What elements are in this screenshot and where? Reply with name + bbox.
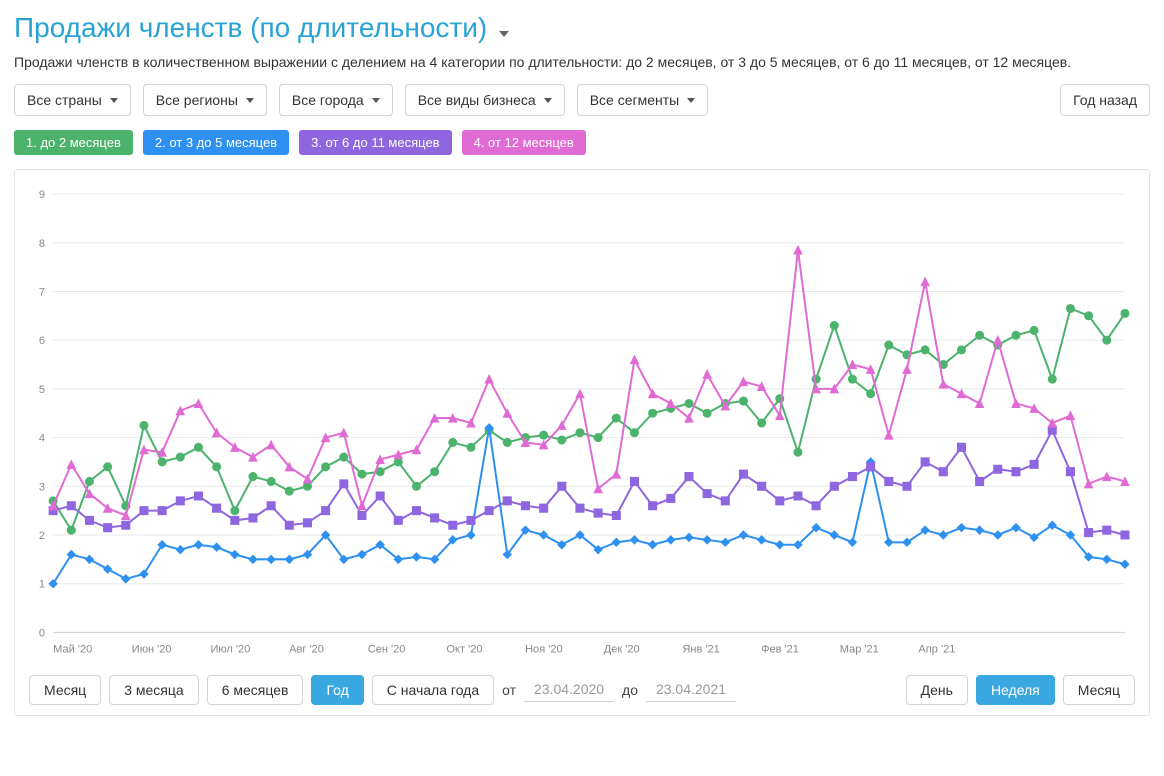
chevron-down-icon (372, 98, 380, 103)
svg-text:Июн '20: Июн '20 (132, 644, 172, 656)
to-label: до (622, 682, 638, 698)
chevron-down-icon (544, 98, 552, 103)
svg-text:3: 3 (39, 481, 45, 493)
controls-row: Месяц 3 месяца 6 месяцевГод С начала года о… (29, 675, 1135, 705)
svg-text:Сен '20: Сен '20 (368, 644, 406, 656)
range-button[interactable]: 6 месяцев (207, 675, 304, 705)
filter-business[interactable]: Все виды бизнеса (405, 84, 565, 116)
range-button[interactable]: 3 месяца (109, 675, 198, 705)
svg-text:Апр '21: Апр '21 (918, 644, 955, 656)
grain-button[interactable]: Месяц (1063, 675, 1135, 705)
svg-text:Дек '20: Дек '20 (604, 644, 640, 656)
svg-text:7: 7 (39, 286, 45, 298)
svg-text:1: 1 (39, 579, 45, 591)
page-description: Продажи членств в количественном выражен… (14, 54, 1150, 70)
page-title-text: Продажи членств (по длительности) (14, 12, 487, 43)
svg-text:Мар '21: Мар '21 (840, 644, 879, 656)
legend-pill-3[interactable]: 3. от 6 до 11 месяцев (299, 130, 451, 155)
filter-regions-label: Все регионы (156, 92, 238, 108)
svg-text:Янв '21: Янв '21 (682, 644, 719, 656)
date-to-input[interactable] (646, 677, 736, 702)
svg-text:6: 6 (39, 335, 45, 347)
svg-text:9: 9 (39, 189, 45, 201)
chevron-down-icon (687, 98, 695, 103)
range-button[interactable]: Месяц (29, 675, 101, 705)
from-label: от (502, 682, 516, 698)
chevron-down-icon (110, 98, 118, 103)
filter-cities[interactable]: Все города (279, 84, 393, 116)
chevron-down-icon (499, 31, 509, 37)
filter-cities-label: Все города (292, 92, 364, 108)
svg-text:4: 4 (39, 433, 45, 445)
filters-row: Все страны Все регионы Все города Все ви… (14, 84, 1150, 116)
filter-countries-label: Все страны (27, 92, 102, 108)
filter-countries[interactable]: Все страны (14, 84, 131, 116)
legend-row: 1. до 2 месяцев 2. от 3 до 5 месяцев 3. от… (14, 130, 1150, 155)
line-chart: 0 1 2 3 4 5 6 7 8 9 Май '20 Июн '20 Июл '20 Авг '20 Се… (29, 188, 1135, 661)
svg-text:Авг '20: Авг '20 (289, 644, 324, 656)
svg-text:Май '20: Май '20 (53, 644, 92, 656)
svg-text:Фев '21: Фев '21 (761, 644, 799, 656)
filter-segments-label: Все сегменты (590, 92, 680, 108)
svg-text:Окт '20: Окт '20 (446, 644, 482, 656)
grain-button[interactable]: Неделя (976, 675, 1055, 705)
grain-buttons: День Неделя Месяц (906, 675, 1135, 705)
svg-text:Июл '20: Июл '20 (210, 644, 250, 656)
svg-text:0: 0 (39, 627, 45, 639)
svg-text:2: 2 (39, 530, 45, 542)
legend-pill-2[interactable]: 2. от 3 до 5 месяцев (143, 130, 289, 155)
range-button[interactable]: Год (311, 675, 363, 705)
svg-text:Ноя '20: Ноя '20 (525, 644, 563, 656)
chevron-down-icon (246, 98, 254, 103)
period-preset-label: Год назад (1073, 92, 1137, 108)
filter-business-label: Все виды бизнеса (418, 92, 536, 108)
grain-button[interactable]: День (906, 675, 968, 705)
legend-pill-1[interactable]: 1. до 2 месяцев (14, 130, 133, 155)
filter-segments[interactable]: Все сегменты (577, 84, 709, 116)
filter-regions[interactable]: Все регионы (143, 84, 267, 116)
range-button[interactable]: С начала года (372, 675, 494, 705)
range-buttons: Месяц 3 месяца 6 месяцевГод С начала года (29, 675, 494, 705)
svg-text:8: 8 (39, 238, 45, 250)
date-from-input[interactable] (524, 677, 614, 702)
legend-pill-4[interactable]: 4. от 12 месяцев (462, 130, 586, 155)
chart-frame: 0 1 2 3 4 5 6 7 8 9 Май '20 Июн '20 Июл '20 Авг '20 Се… (14, 169, 1150, 716)
period-preset-button[interactable]: Год назад (1060, 84, 1150, 116)
svg-text:5: 5 (39, 384, 45, 396)
page-title[interactable]: Продажи членств (по длительности) (14, 12, 509, 44)
